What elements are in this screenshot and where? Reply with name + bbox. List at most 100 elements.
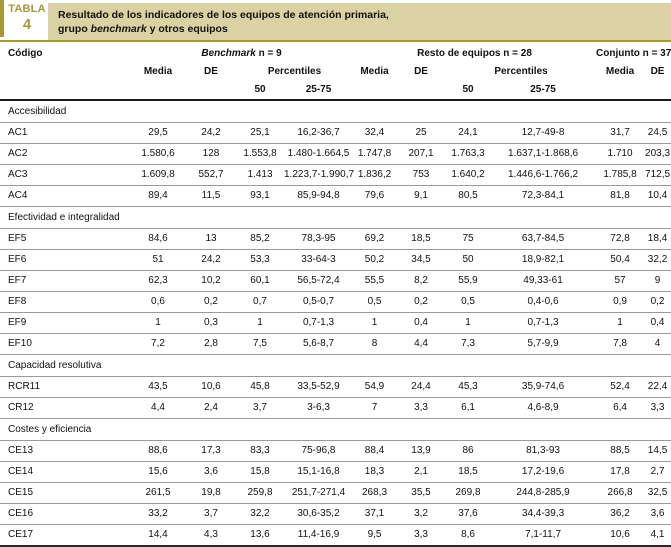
subheader-row: Media DE Percentiles Media DE Percentile…: [0, 63, 671, 81]
value-cell: 4,4: [130, 397, 186, 419]
title-line-2: grupo benchmark y otros equipos: [58, 23, 228, 36]
value-cell: 24,5: [644, 122, 671, 144]
value-cell: 753: [396, 164, 447, 186]
value-cell: 1: [130, 312, 186, 334]
value-cell: 18,3: [353, 461, 397, 483]
value-cell: 29,5: [130, 122, 186, 144]
value-cell: 62,3: [130, 270, 186, 292]
value-cell: 35,5: [396, 482, 447, 504]
indicator-code: EF7: [0, 270, 130, 292]
value-cell: 2,1: [396, 461, 447, 483]
value-cell: 1.710: [596, 143, 645, 165]
value-cell: 25: [396, 122, 447, 144]
value-cell: 1: [596, 312, 645, 334]
table-row: RCR11 43,5 10,6 45,8 33,5-52,9 54,9 24,4 45,3 35…: [0, 376, 671, 398]
section-label: Accesibilidad: [0, 100, 671, 123]
empty-header-cell: [596, 81, 644, 100]
value-cell: 552,7: [186, 164, 236, 186]
percentile-row: 50 25-75 50 25-75: [0, 81, 671, 100]
value-cell: 0,2: [644, 291, 671, 313]
section-label: Efectividad e integralidad: [0, 206, 671, 229]
table-row: CE13 88,6 17,3 83,3 75-96,8 88,4 13,9 86 81,3-93…: [0, 440, 671, 462]
table-number-badge: TABLA 4: [8, 4, 46, 33]
value-cell: 17,8: [596, 461, 645, 483]
value-cell: 712,5: [644, 164, 671, 186]
table-row: CR12 4,4 2,4 3,7 3-6,3 7 3,3 6,1 4,6-8,9 6,4 3,3: [0, 397, 671, 419]
value-cell: 3-6,3: [284, 397, 354, 419]
value-cell: 2,4: [186, 397, 236, 419]
group-header-row: Código Benchmark n = 9 Resto de equipos …: [0, 44, 671, 63]
value-cell: 9: [644, 270, 671, 292]
value-cell: 0,5-0,7: [284, 291, 354, 313]
column-header-media-benchmark: Media: [143, 66, 173, 77]
column-header-de-benchmark: DE: [204, 66, 218, 77]
value-cell: 53,3: [236, 249, 284, 271]
column-header-media-resto: Media: [360, 66, 389, 77]
value-cell: 1.763,3: [446, 143, 491, 165]
value-cell: 85,9-94,8: [284, 185, 354, 207]
value-cell: 6,1: [446, 397, 491, 419]
value-cell: 1.836,2: [353, 164, 397, 186]
value-cell: 14,4: [130, 524, 186, 547]
value-cell: 207,1: [396, 143, 447, 165]
value-cell: 10,6: [596, 524, 645, 547]
value-cell: 0,7-1,3: [490, 312, 597, 334]
value-cell: 6,4: [596, 397, 645, 419]
value-cell: 7,8: [596, 333, 645, 355]
value-cell: 45,8: [236, 376, 284, 398]
value-cell: 269,8: [446, 482, 491, 504]
value-cell: 0,7-1,3: [284, 312, 354, 334]
table-header: TABLA 4 Resultado de los indicadores de …: [0, 0, 671, 42]
value-cell: 15,1-16,8: [284, 461, 354, 483]
value-cell: 3,7: [186, 503, 236, 525]
value-cell: 11,5: [186, 185, 236, 207]
value-cell: 8,2: [396, 270, 447, 292]
column-header-percentiles-benchmark: Percentiles: [267, 66, 322, 77]
indicator-code: AC4: [0, 185, 130, 207]
value-cell: 2,7: [644, 461, 671, 483]
value-cell: 22,4: [644, 376, 671, 398]
value-cell: 30,6-35,2: [284, 503, 354, 525]
value-cell: 0,9: [596, 291, 645, 313]
value-cell: 83,3: [236, 440, 284, 462]
value-cell: 1.640,2: [446, 164, 491, 186]
column-header-media-conjunto: Media: [605, 66, 635, 77]
value-cell: 268,3: [353, 482, 397, 504]
value-cell: 7,5: [236, 333, 284, 355]
value-cell: 32,2: [236, 503, 284, 525]
value-cell: 3,3: [396, 524, 447, 547]
value-cell: 17,2-19,6: [490, 461, 597, 483]
table-row: AC3 1.609,8 552,7 1.413 1.223,7-1.990,7 1.836…: [0, 164, 671, 186]
value-cell: 0,2: [396, 291, 447, 313]
value-cell: 7: [353, 397, 397, 419]
value-cell: 81,8: [596, 185, 645, 207]
indicator-code: EF10: [0, 333, 130, 355]
value-cell: 86: [446, 440, 491, 462]
value-cell: 72,3-84,1: [490, 185, 597, 207]
indicator-code: EF6: [0, 249, 130, 271]
indicator-code: RCR11: [0, 376, 130, 398]
value-cell: 33-64-3: [284, 249, 354, 271]
indicator-code: AC1: [0, 122, 130, 144]
indicator-code: CR12: [0, 397, 130, 419]
value-cell: 10,4: [644, 185, 671, 207]
value-cell: 1.609,8: [130, 164, 186, 186]
badge-number: 4: [22, 16, 32, 33]
value-cell: 251,7-271,4: [284, 482, 354, 504]
section-label: Capacidad resolutiva: [0, 354, 671, 377]
value-cell: 51: [130, 249, 186, 271]
value-cell: 79,6: [353, 185, 397, 207]
value-cell: 63,7-84,5: [490, 228, 597, 250]
value-cell: 1: [236, 312, 284, 334]
value-cell: 15,6: [130, 461, 186, 483]
value-cell: 31,7: [596, 122, 645, 144]
value-cell: 49,33-61: [490, 270, 597, 292]
value-cell: 18,5: [446, 461, 491, 483]
value-cell: 7,1-11,7: [490, 524, 597, 547]
column-header-de-conjunto: DE: [650, 66, 665, 77]
value-cell: 4,1: [644, 524, 671, 547]
value-cell: 17,3: [186, 440, 236, 462]
table-row: EF6 51 24,2 53,3 33-64-3 50,2 34,5 50 18,9-82,1 5…: [0, 249, 671, 271]
section-row: Costes y eficiencia: [0, 418, 671, 441]
